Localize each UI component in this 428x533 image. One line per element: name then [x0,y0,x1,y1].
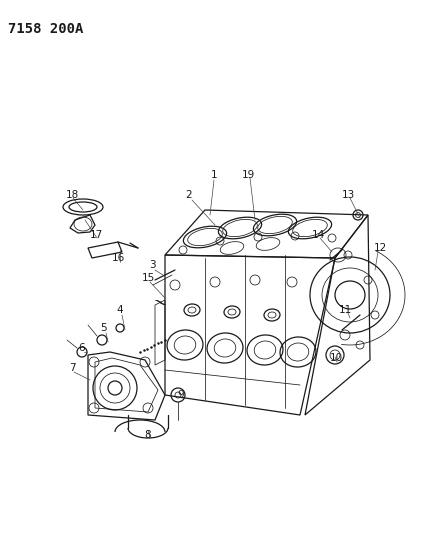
Text: 16: 16 [111,253,125,263]
Text: 11: 11 [339,305,352,315]
Text: 1: 1 [211,170,217,180]
Text: 2: 2 [186,190,192,200]
Text: 9: 9 [178,390,184,400]
Text: 17: 17 [89,230,103,240]
Text: 12: 12 [373,243,386,253]
Text: 7158 200A: 7158 200A [8,22,83,36]
Text: 15: 15 [141,273,155,283]
Text: 13: 13 [342,190,355,200]
Text: 14: 14 [312,230,324,240]
Text: 8: 8 [145,430,152,440]
Text: 4: 4 [117,305,123,315]
Text: 7: 7 [68,363,75,373]
Text: 6: 6 [79,343,85,353]
Text: 18: 18 [65,190,79,200]
Text: 3: 3 [149,260,155,270]
Text: 10: 10 [330,353,342,363]
Text: 5: 5 [101,323,107,333]
Text: 19: 19 [241,170,255,180]
